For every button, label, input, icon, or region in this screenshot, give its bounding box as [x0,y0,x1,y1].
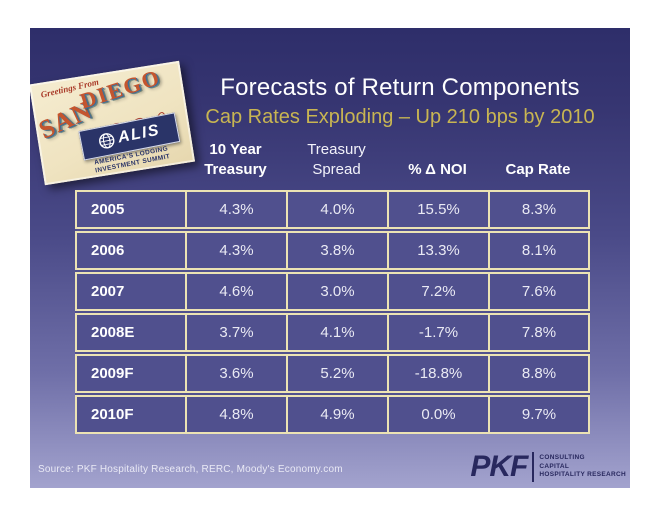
alis-logo: ALIS [78,112,181,161]
table-row: 2010F 4.8% 4.9% 0.0% 9.7% [75,391,590,434]
pkf-wordmark: PKF [470,450,528,483]
cell-2005-spread: 4.0% [286,190,389,233]
column-header-treasury-spread: Treasury Spread [307,141,366,178]
row-label-2009f: 2009F [75,350,187,397]
cell-2010f-caprate: 9.7% [488,391,590,434]
cell-2010f-10yr: 4.8% [185,391,288,434]
pkf-tagline-hospitality: HOSPITALITY RESEARCH [539,471,626,479]
cell-2007-noi: 7.2% [387,268,490,315]
cell-2007-caprate: 7.6% [488,268,590,315]
cell-2010f-noi: 0.0% [387,391,490,434]
cell-2007-10yr: 4.6% [185,268,288,315]
globe-icon [98,133,115,149]
row-label-2006: 2006 [75,227,187,274]
row-label-2010f: 2010F [75,391,187,434]
page-title: Forecasts of Return Components [220,74,580,101]
cell-2009f-spread: 5.2% [286,350,389,397]
title-block: Forecasts of Return Components Cap Rates… [170,74,630,130]
row-label-2008e: 2008E [75,309,187,356]
cell-2008e-noi: -1.7% [387,309,490,356]
san-diego-postcard: Greetings From SAN DIEGO ALIS AMERICA'S … [30,60,196,186]
cell-2005-10yr: 4.3% [185,190,288,233]
pkf-tagline-capital: CAPITAL [539,462,570,470]
table-row: 2009F 3.6% 5.2% -18.8% 8.8% [75,350,590,397]
column-header-pct-delta-noi: % Δ NOI [408,161,467,178]
cell-2008e-spread: 4.1% [286,309,389,356]
column-header-10yr-treasury: 10 Year Treasury [204,141,267,178]
row-label-2007: 2007 [75,268,187,315]
cell-2009f-noi: -18.8% [387,350,490,397]
table-row: 2006 4.3% 3.8% 13.3% 8.1% [75,227,590,274]
postcard-city-diego: DIEGO [76,64,164,114]
cell-2009f-caprate: 8.8% [488,350,590,397]
table-row: 2008E 3.7% 4.1% -1.7% 7.8% [75,309,590,356]
table-row: 2007 4.6% 3.0% 7.2% 7.6% [75,268,590,315]
pkf-logo-divider [532,452,535,482]
page-subtitle: Cap Rates Exploding – Up 210 bps by 2010 [205,106,595,128]
cell-2009f-10yr: 3.6% [185,350,288,397]
column-header-cap-rate: Cap Rate [505,161,571,178]
row-label-2005: 2005 [75,190,187,233]
slide: Greetings From SAN DIEGO ALIS AMERICA'S … [30,28,630,488]
cell-2008e-10yr: 3.7% [185,309,288,356]
cell-2010f-spread: 4.9% [286,391,389,434]
table-row: 2005 4.3% 4.0% 15.5% 8.3% [75,190,590,233]
cell-2005-caprate: 8.3% [488,190,590,233]
forecast-table: 2005 4.3% 4.0% 15.5% 8.3% 2006 4.3% 3.8%… [75,190,590,434]
pkf-logo: PKF CONSULTING CAPITAL HOSPITALITY RESEA… [470,448,626,486]
cell-2006-caprate: 8.1% [488,227,590,274]
pkf-taglines: CONSULTING CAPITAL HOSPITALITY RESEARCH [539,454,626,480]
cell-2006-10yr: 4.3% [185,227,288,274]
source-citation: Source: PKF Hospitality Research, RERC, … [38,464,343,475]
cell-2005-noi: 15.5% [387,190,490,233]
pkf-tagline-consulting: CONSULTING [539,454,585,462]
cell-2006-noi: 13.3% [387,227,490,274]
column-header-blank [75,180,185,184]
cell-2007-spread: 3.0% [286,268,389,315]
table-column-headers: 10 Year Treasury Treasury Spread % Δ NOI… [75,140,588,184]
cell-2008e-caprate: 7.8% [488,309,590,356]
cell-2006-spread: 3.8% [286,227,389,274]
